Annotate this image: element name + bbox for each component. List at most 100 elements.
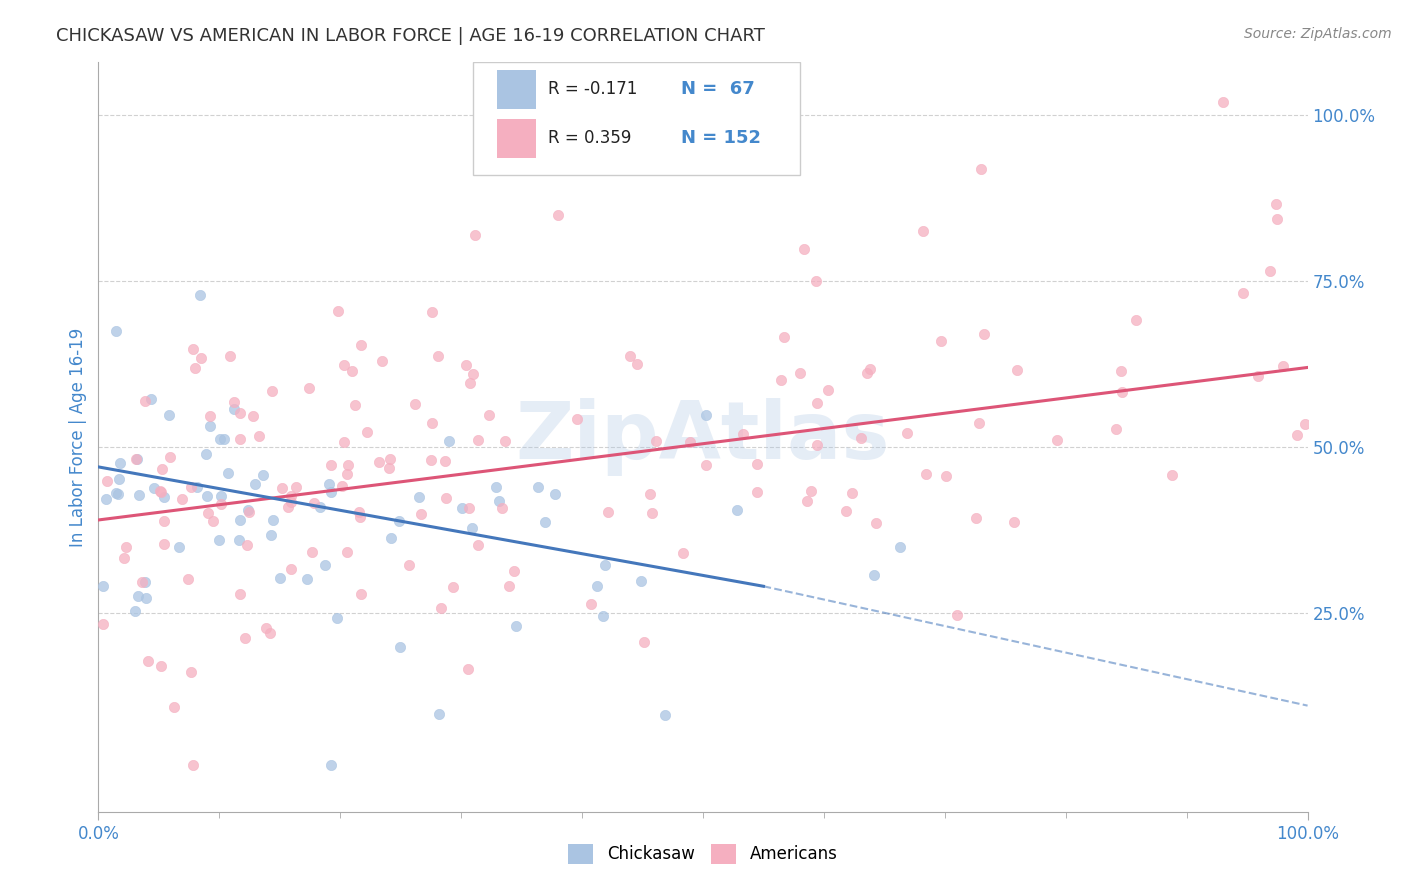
Point xyxy=(350,587,373,601)
Point xyxy=(183,758,205,772)
Point xyxy=(434,453,457,467)
Point xyxy=(1109,364,1132,378)
Point xyxy=(298,380,321,394)
Point xyxy=(107,487,129,501)
Point xyxy=(835,504,858,518)
Point xyxy=(150,485,173,500)
Point xyxy=(592,609,614,624)
Point xyxy=(243,477,266,491)
Point xyxy=(110,456,132,470)
Point xyxy=(420,305,443,319)
Point xyxy=(863,567,886,582)
Point xyxy=(297,572,319,586)
Point xyxy=(228,533,250,547)
Point xyxy=(567,411,589,425)
Point xyxy=(973,326,995,341)
Point xyxy=(368,455,391,469)
Point xyxy=(437,434,460,448)
Point xyxy=(280,489,302,503)
Point xyxy=(491,500,513,515)
Point xyxy=(463,367,485,381)
Point xyxy=(344,398,367,412)
Point xyxy=(630,574,652,589)
Point xyxy=(806,396,828,410)
Point xyxy=(371,353,394,368)
Point xyxy=(745,484,768,499)
Point xyxy=(679,435,702,450)
Point xyxy=(198,409,221,423)
Point xyxy=(598,505,620,519)
Point xyxy=(1002,516,1025,530)
Point xyxy=(284,480,307,494)
Point xyxy=(127,590,149,604)
Point xyxy=(159,450,181,464)
Point xyxy=(280,495,302,509)
Point xyxy=(638,487,661,501)
Point xyxy=(388,514,411,528)
Point xyxy=(378,451,401,466)
Point xyxy=(229,433,252,447)
Point xyxy=(1232,286,1254,301)
Point xyxy=(143,481,166,495)
Point xyxy=(477,408,499,422)
Point xyxy=(593,558,616,572)
Point xyxy=(93,617,115,632)
Point xyxy=(965,511,987,525)
Point xyxy=(134,393,156,408)
Point xyxy=(229,513,252,527)
Point xyxy=(494,434,516,448)
Point xyxy=(153,537,176,551)
Point xyxy=(378,461,401,475)
Point xyxy=(219,349,242,363)
Point xyxy=(195,489,218,503)
Point xyxy=(427,349,450,363)
Point xyxy=(534,515,557,529)
Point xyxy=(212,433,235,447)
Point xyxy=(208,432,231,446)
Point xyxy=(640,506,662,520)
Point xyxy=(456,358,478,372)
Text: CHICKASAW VS AMERICAN IN LABOR FORCE | AGE 16-19 CORRELATION CHART: CHICKASAW VS AMERICAN IN LABOR FORCE | A… xyxy=(56,27,765,45)
Point xyxy=(586,579,609,593)
Point xyxy=(1046,433,1069,447)
Point xyxy=(236,503,259,517)
Text: ZipAtlas: ZipAtlas xyxy=(516,398,890,476)
Point xyxy=(259,626,281,640)
Point xyxy=(149,659,172,673)
Point xyxy=(672,546,695,560)
Point xyxy=(434,491,457,505)
Point xyxy=(270,481,292,495)
Point xyxy=(457,500,479,515)
Point xyxy=(314,558,336,573)
Point xyxy=(1125,312,1147,326)
Point xyxy=(859,362,882,376)
Point xyxy=(186,480,208,494)
Point xyxy=(233,632,256,646)
Point xyxy=(1271,359,1294,374)
Y-axis label: In Labor Force | Age 16-19: In Labor Force | Age 16-19 xyxy=(69,327,87,547)
Point xyxy=(441,580,464,594)
Point xyxy=(209,489,232,503)
Point xyxy=(915,467,938,481)
Point xyxy=(336,467,359,481)
Point xyxy=(262,512,284,526)
Point xyxy=(1007,362,1029,376)
Point xyxy=(695,458,717,472)
Point xyxy=(125,452,148,467)
Point xyxy=(301,544,323,558)
Point xyxy=(458,376,481,390)
Text: R = 0.359: R = 0.359 xyxy=(548,129,631,147)
Point xyxy=(260,528,283,542)
Point xyxy=(252,467,274,482)
Point xyxy=(626,357,648,371)
Point xyxy=(280,562,302,576)
Point xyxy=(152,461,174,475)
Point xyxy=(408,490,430,504)
Point xyxy=(503,564,526,578)
Point xyxy=(806,274,828,288)
Point xyxy=(1212,95,1234,110)
Point xyxy=(467,538,489,552)
Point xyxy=(645,434,668,448)
Point xyxy=(849,431,872,445)
Point xyxy=(485,480,508,494)
